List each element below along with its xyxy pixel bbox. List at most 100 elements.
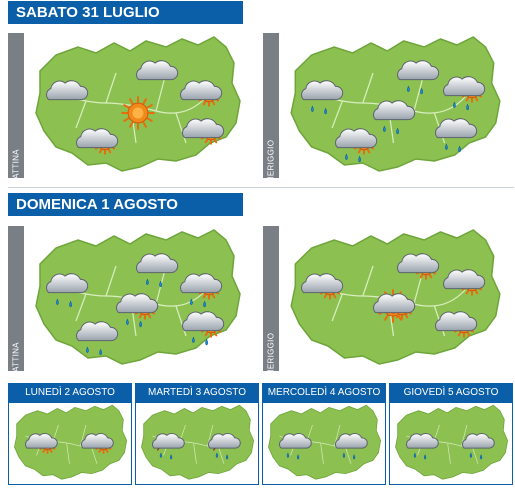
rain-drop-icon [445, 143, 461, 153]
day-header-sunday: DOMENICA 1 AGOSTO [8, 193, 243, 216]
cloud-icon [208, 433, 241, 449]
region-map [35, 229, 241, 365]
section-divider [8, 187, 514, 188]
weather-partly-cloudy-rain-icon [180, 273, 223, 308]
weather-thunderstorm-icon [152, 433, 185, 460]
forecast-header-monday: LUNEDÌ 2 AGOSTO [8, 383, 132, 403]
weather-partly-cloudy-icon [443, 269, 486, 296]
period-label: POMERIGGIO [263, 33, 279, 195]
cloud-icon [335, 128, 378, 149]
cloud-icon [81, 433, 114, 449]
rain-drop-icon [286, 452, 300, 460]
cloud-icon [443, 76, 486, 97]
weather-cloud-rain-icon [279, 433, 312, 460]
weather-partly-cloudy-rain-icon [335, 128, 378, 163]
map-panel-sunday-afternoon: POMERIGGIO [263, 226, 508, 388]
cloud-icon [373, 100, 416, 121]
forecast-map-thursday [389, 403, 513, 485]
forecast-map-monday [8, 403, 132, 485]
region-map-small [268, 404, 382, 480]
rain-drop-icon [345, 153, 361, 163]
rain-drop-icon [383, 125, 399, 135]
weather-partly-cloudy-rain-icon [116, 293, 159, 328]
weather-cloud-rain-icon [406, 433, 439, 460]
region-map [35, 36, 241, 172]
cloud-icon [301, 273, 344, 294]
weather-cloud-rain-icon [335, 433, 368, 460]
cloud-icon [301, 80, 344, 101]
cloud-icon [180, 273, 223, 294]
rain-drop-icon [126, 318, 142, 328]
region-map-small [395, 404, 509, 480]
cloud-icon [462, 433, 495, 449]
weather-cloud-rain-icon [76, 321, 119, 356]
day-title: DOMENICA 1 AGOSTO [16, 196, 178, 213]
rain-drop-icon [413, 452, 427, 460]
weather-cloud-rain-icon [373, 100, 416, 135]
weather-cloud-rain-icon [397, 60, 440, 95]
rain-drop-icon [469, 452, 483, 460]
forecast-header-wednesday: MERCOLEDÌ 4 AGOSTO [262, 383, 386, 403]
cloud-icon [435, 118, 478, 139]
weather-cloud-rain-icon [301, 80, 344, 115]
weather-partly-cloudy-rain-icon [443, 76, 486, 111]
weather-cloud-rain-icon [435, 118, 478, 153]
weather-sun-icon [121, 96, 155, 130]
rain-drop-icon [215, 452, 229, 460]
forecast-header-tuesday: MARTEDÌ 3 AGOSTO [135, 383, 259, 403]
cloud-icon [279, 433, 312, 449]
period-label: MATTINA [8, 33, 24, 186]
rain-drop-icon [86, 346, 102, 356]
region-map [290, 36, 501, 172]
forecast-map-wednesday [262, 403, 386, 485]
weather-partly-cloudy-icon [182, 118, 225, 145]
weather-partly-cloudy-icon [301, 273, 344, 300]
cloud-icon [25, 433, 58, 449]
cloud-icon [136, 253, 179, 274]
rain-drop-icon [192, 336, 208, 346]
weather-partly-cloudy-icon [180, 80, 223, 107]
map-panel-sunday-morning: MATTINA [8, 226, 248, 379]
rain-drop-icon [311, 105, 327, 115]
cloud-icon [76, 321, 119, 342]
weather-partly-cloudy-icon [397, 253, 440, 280]
cloud-icon [335, 433, 368, 449]
weather-cloud-rain-icon [136, 253, 179, 288]
region-map-small [14, 404, 128, 480]
rain-drop-icon [342, 452, 356, 460]
cloud-icon [373, 293, 416, 314]
weather-partly-cloudy-icon [435, 311, 478, 338]
rain-drop-icon [159, 452, 173, 460]
region-map [290, 229, 501, 365]
map-panel-saturday-morning: MATTINA [8, 33, 248, 186]
cloud-icon [435, 311, 478, 332]
cloud-icon [406, 433, 439, 449]
period-label: POMERIGGIO [263, 226, 279, 388]
sun-icon [121, 96, 155, 130]
cloud-icon [397, 253, 440, 274]
map-panel-saturday-afternoon: POMERIGGIO [263, 33, 508, 195]
cloud-icon [152, 433, 185, 449]
cloud-icon [397, 60, 440, 81]
rain-drop-icon [407, 85, 423, 95]
forecast-header-thursday: GIOVEDÌ 5 AGOSTO [389, 383, 513, 403]
rain-drop-icon [453, 101, 469, 111]
weather-partly-cloudy-rain-icon [182, 311, 225, 346]
cloud-icon [136, 60, 179, 81]
day-header-saturday: SABATO 31 LUGLIO [8, 1, 243, 24]
weather-cloud-rain-icon [46, 273, 89, 308]
cloud-icon [182, 311, 225, 332]
cloud-icon [443, 269, 486, 290]
day-title: SABATO 31 LUGLIO [16, 4, 160, 21]
period-label: MATTINA [8, 226, 24, 379]
forecast-map-tuesday [135, 403, 259, 485]
weather-partly-cloudy-icon [373, 293, 416, 320]
weather-cloud-icon [46, 80, 89, 101]
cloud-icon [180, 80, 223, 101]
rain-drop-icon [190, 298, 206, 308]
cloud-icon [76, 128, 119, 149]
weather-partly-cloudy-icon [25, 433, 58, 454]
weather-partly-cloudy-icon [76, 128, 119, 155]
weather-thunderstorm-icon [208, 433, 241, 460]
cloud-icon [46, 273, 89, 294]
